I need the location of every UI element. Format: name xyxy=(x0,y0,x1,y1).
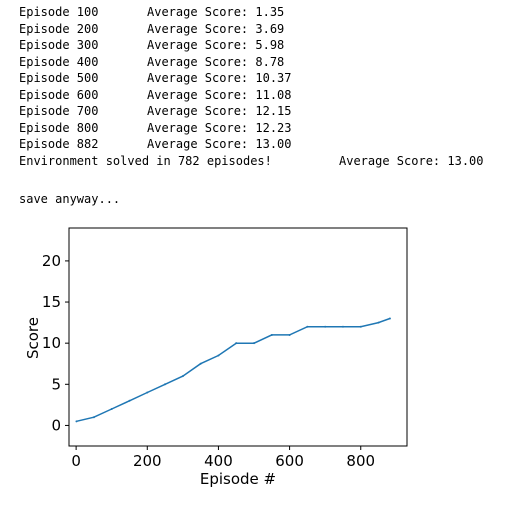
log-episode: Episode 400 xyxy=(19,54,99,69)
log-score: Average Score: 10.37 xyxy=(147,71,292,85)
log-score: Average Score: 3.69 xyxy=(147,21,285,36)
score-point xyxy=(388,317,391,320)
score-point xyxy=(270,333,273,336)
x-axis-label: Episode # xyxy=(200,470,276,488)
score-point xyxy=(146,391,149,394)
log-score: Average Score: 12.15 xyxy=(147,104,292,118)
y-tick-label: 0 xyxy=(51,416,61,434)
solved-score: Average Score: 13.00 xyxy=(339,153,484,168)
score-point xyxy=(306,325,309,328)
log-line: Episode 800 Average Score: 12.23 xyxy=(19,120,484,137)
log-line: Episode 700 Average Score: 12.15 xyxy=(19,103,484,120)
solved-message: Environment solved in 782 episodes! xyxy=(19,153,272,168)
score-point xyxy=(359,325,362,328)
log-line: Episode 400 Average Score: 8.78 xyxy=(19,54,484,71)
save-message: save anyway... xyxy=(19,192,121,206)
x-tick-label: 600 xyxy=(275,452,304,470)
score-point xyxy=(235,342,238,345)
log-episode: Episode 500 xyxy=(19,71,99,85)
log-score: Average Score: 13.00 xyxy=(147,137,292,151)
log-episode: Episode 300 xyxy=(19,38,99,52)
score-point xyxy=(164,383,167,386)
x-axis-ticks: 0 200 400 600 800 xyxy=(71,446,375,470)
log-score: Average Score: 12.23 xyxy=(147,120,292,135)
score-point xyxy=(128,399,131,402)
log-episode: Episode 800 xyxy=(19,120,99,135)
score-point xyxy=(75,420,78,423)
score-point xyxy=(324,325,327,328)
log-episode: Episode 200 xyxy=(19,21,99,36)
y-axis-ticks: 0 5 10 15 20 xyxy=(42,252,69,434)
x-tick-label: 400 xyxy=(204,452,233,470)
log-episode: Episode 700 xyxy=(19,104,99,118)
score-point xyxy=(181,375,184,378)
log-score: Average Score: 1.35 xyxy=(147,5,285,19)
log-episode: Episode 882 xyxy=(19,137,99,151)
log-line: Episode 882 Average Score: 13.00 xyxy=(19,136,484,153)
score-point xyxy=(199,362,202,365)
score-point xyxy=(253,342,256,345)
score-chart: 0 200 400 600 800 0 5 10 15 20 Episode # Score xyxy=(24,227,408,488)
log-line: Episode 100 Average Score: 1.35 xyxy=(19,4,484,21)
log-line: Episode 500 Average Score: 10.37 xyxy=(19,70,484,87)
x-tick-label: 800 xyxy=(346,452,375,470)
y-axis-label: Score xyxy=(24,317,42,359)
y-tick-label: 10 xyxy=(42,334,61,352)
y-tick-label: 20 xyxy=(42,252,61,270)
score-point xyxy=(110,407,113,410)
score-point xyxy=(341,325,344,328)
training-log: Episode 100 Average Score: 1.35 Episode 20… xyxy=(19,4,484,169)
y-tick-label: 15 xyxy=(42,293,61,311)
x-tick-label: 200 xyxy=(133,452,162,470)
log-score: Average Score: 8.78 xyxy=(147,54,285,69)
solved-line: Environment solved in 782 episodes! Avera… xyxy=(19,153,484,170)
log-score: Average Score: 11.08 xyxy=(147,87,292,102)
x-tick-label: 0 xyxy=(71,452,81,470)
plot-area xyxy=(68,227,408,447)
log-line: Episode 200 Average Score: 3.69 xyxy=(19,21,484,38)
y-tick-label: 5 xyxy=(51,375,61,393)
series-layer xyxy=(75,317,391,423)
score-point xyxy=(92,416,95,419)
log-line: Episode 600 Average Score: 11.08 xyxy=(19,87,484,104)
score-point xyxy=(217,354,220,357)
score-point xyxy=(377,321,380,324)
log-score: Average Score: 5.98 xyxy=(147,38,285,52)
log-episode: Episode 100 xyxy=(19,5,99,19)
log-episode: Episode 600 xyxy=(19,87,99,102)
score-point xyxy=(288,333,291,336)
log-line: Episode 300 Average Score: 5.98 xyxy=(19,37,484,54)
